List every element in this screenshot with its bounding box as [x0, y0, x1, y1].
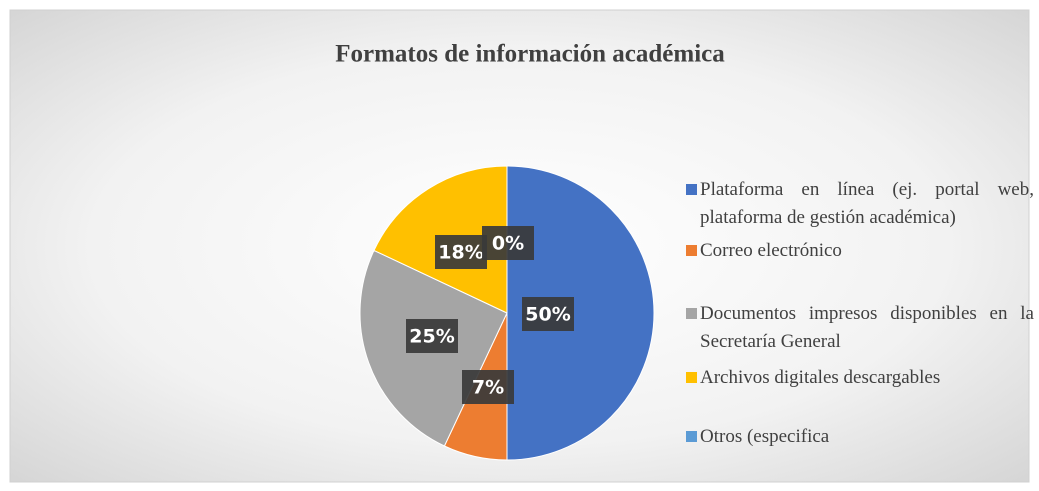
legend-swatch	[686, 184, 697, 195]
legend-item: Otros (especifica	[686, 423, 1034, 451]
data-label-box	[462, 370, 514, 404]
data-label-box	[522, 297, 574, 331]
data-label: 7%	[472, 377, 504, 399]
data-label: 18%	[438, 242, 483, 264]
legend-label: Plataforma en línea (ej. portal web, pla…	[700, 179, 1034, 228]
pie-slice	[506, 165, 655, 461]
data-label-box	[406, 319, 458, 353]
legend-label: Otros (especifica	[700, 426, 830, 447]
legend-item: Documentos impresos disponibles en la Se…	[686, 300, 1034, 356]
legend-swatch	[686, 431, 697, 442]
legend-item: Correo electrónico	[686, 237, 1034, 265]
legend-item: Archivos digitales descargables	[686, 364, 1034, 392]
legend-label: Documentos impresos disponibles en la Se…	[700, 303, 1034, 352]
legend-swatch	[686, 308, 697, 319]
data-label-box	[482, 226, 534, 260]
data-label-box	[435, 235, 487, 269]
data-label: 0%	[492, 233, 524, 255]
legend-swatch	[686, 245, 697, 256]
legend-label: Correo electrónico	[700, 240, 842, 261]
data-label: 50%	[525, 304, 570, 326]
legend-label: Archivos digitales descargables	[700, 367, 941, 388]
legend-item: Plataforma en línea (ej. portal web, pla…	[686, 176, 1034, 232]
data-label: 25%	[409, 326, 454, 348]
chart-title: Formatos de información académica	[335, 41, 725, 68]
legend-swatch	[686, 372, 697, 383]
